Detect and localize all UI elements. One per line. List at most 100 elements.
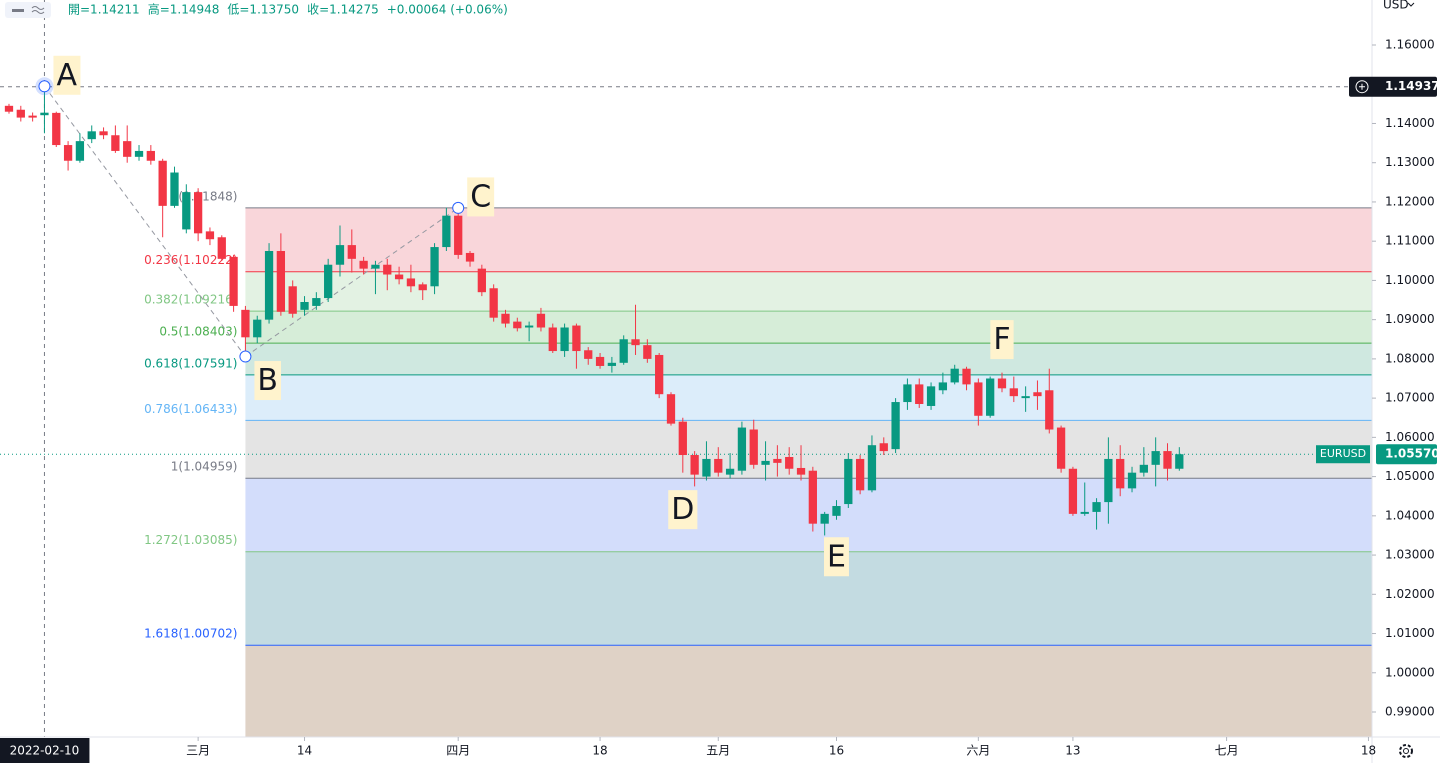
add-alert-icon[interactable] xyxy=(1355,80,1369,94)
candle-body xyxy=(643,345,652,359)
candle-body xyxy=(524,325,534,328)
candle-body xyxy=(99,131,108,136)
fib-zone xyxy=(245,551,1372,646)
fib-zone xyxy=(245,343,1372,375)
annotation-text: F xyxy=(993,322,1010,357)
x-tick-label: 五月 xyxy=(706,744,730,758)
trend-line xyxy=(44,85,246,357)
y-tick-label: 0.99000 xyxy=(1385,705,1435,719)
candle-body xyxy=(63,145,73,161)
candle-body xyxy=(844,458,853,505)
point-marker[interactable] xyxy=(239,350,252,363)
fib-label: 1(1.04959) xyxy=(171,460,238,474)
annotation: F xyxy=(990,320,1014,360)
settings-icon[interactable] xyxy=(1399,744,1413,758)
trend-line xyxy=(245,207,459,357)
candle-body xyxy=(1068,468,1078,514)
candle-body xyxy=(312,298,321,306)
annotation-bg xyxy=(990,320,1014,360)
x-tick-label: 18 xyxy=(592,744,607,758)
candle-body xyxy=(465,252,475,262)
point-label-bg xyxy=(53,55,81,95)
fib-label: 1.272(1.03085) xyxy=(144,533,237,547)
fib-zone xyxy=(245,420,1372,479)
y-tick-label: 1.05000 xyxy=(1385,469,1435,483)
candle-body xyxy=(442,215,451,248)
candle-body xyxy=(974,382,983,416)
candle-body xyxy=(28,115,37,118)
candle-body xyxy=(796,467,806,475)
toolbar-icons[interactable] xyxy=(5,2,51,18)
fib-zone xyxy=(245,374,1372,421)
y-tick-label: 1.00000 xyxy=(1385,665,1435,679)
candle-body xyxy=(1104,458,1113,503)
x-tick-label: 三月 xyxy=(186,744,210,758)
ohlc-readout: 開=1.14211 xyxy=(68,3,140,17)
candle-body xyxy=(241,309,250,338)
point-marker[interactable] xyxy=(452,201,465,214)
x-tick-label: 13 xyxy=(1065,744,1080,758)
candle-body xyxy=(1163,451,1172,469)
candle-body xyxy=(146,150,155,161)
candle-body xyxy=(111,135,120,151)
candle-body xyxy=(867,445,877,491)
candle-body xyxy=(1021,396,1030,399)
candle-body xyxy=(1116,458,1125,489)
point-label-text: C xyxy=(470,179,491,214)
candle-body xyxy=(418,284,427,291)
candle-body xyxy=(123,141,132,157)
add-alert-icon xyxy=(1359,83,1365,90)
candle-body xyxy=(264,250,274,320)
point-label: C xyxy=(467,177,495,217)
x-tick-label: 16 xyxy=(829,744,844,758)
candle-body xyxy=(288,286,297,314)
icon xyxy=(31,6,45,14)
x-tick-label: 18 xyxy=(1361,744,1376,758)
candle-body xyxy=(926,386,936,406)
candle-body xyxy=(276,250,286,312)
candle-body xyxy=(182,192,191,230)
candle-body xyxy=(572,325,581,352)
candle-body xyxy=(595,356,605,366)
candle-body xyxy=(808,470,817,524)
annotation-bg xyxy=(668,490,698,530)
x-tick-label: 七月 xyxy=(1215,744,1239,758)
x-tick-label: 六月 xyxy=(966,744,990,758)
candle-body xyxy=(383,264,392,275)
candle-body xyxy=(134,150,144,157)
candle-body xyxy=(1080,511,1089,514)
fib-label: 1.618(1.00702) xyxy=(144,627,237,641)
point-label-text: B xyxy=(257,363,278,398)
candle-body xyxy=(501,313,510,324)
y-tick-label: 1.10000 xyxy=(1385,273,1435,287)
candle-body xyxy=(607,362,617,366)
candle-body xyxy=(915,384,924,405)
candle-body xyxy=(489,288,498,318)
candle-body xyxy=(16,109,25,118)
symbol-tag-bg xyxy=(1316,445,1370,464)
y-tick-label: 1.11000 xyxy=(1385,234,1435,248)
candle-body xyxy=(655,354,664,395)
candle-body xyxy=(1056,427,1066,469)
candle-body xyxy=(997,378,1007,389)
candle-body xyxy=(170,172,179,206)
currency-label[interactable]: USD xyxy=(1383,0,1409,12)
ohlc-readout: 低=1.13750 xyxy=(227,3,299,17)
candle-body xyxy=(1151,451,1160,465)
candle-body xyxy=(938,382,948,391)
candle-body xyxy=(785,456,794,469)
ohlc-readout: +0.00064 (+0.06%) xyxy=(387,3,508,17)
symbol-tag: EURUSD xyxy=(1320,447,1366,460)
annotation-bg xyxy=(824,537,849,577)
candle-body xyxy=(217,237,226,259)
x-tick-label: 14 xyxy=(297,744,312,758)
candle-body xyxy=(560,327,569,352)
candle-body xyxy=(394,274,404,280)
y-tick-label: 1.07000 xyxy=(1385,391,1435,405)
y-tick-label: 1.03000 xyxy=(1385,548,1435,562)
candle-body xyxy=(631,339,640,346)
candle-body xyxy=(761,460,770,465)
crosshair-date-bg xyxy=(0,738,90,763)
icon xyxy=(12,9,24,12)
point-marker[interactable] xyxy=(38,80,51,93)
